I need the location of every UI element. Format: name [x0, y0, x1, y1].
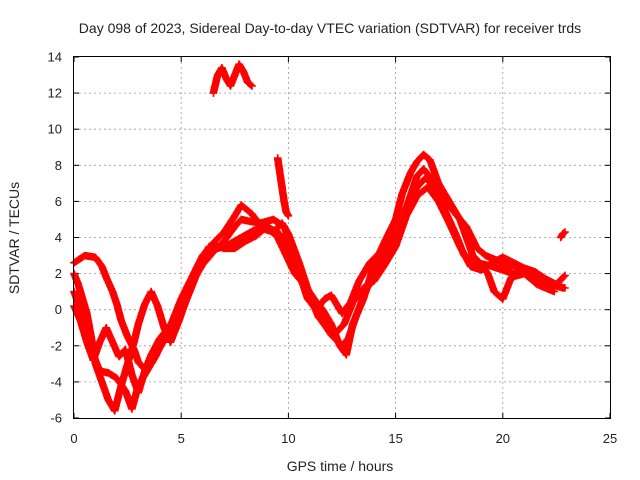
y-tick-label: 8 [55, 158, 62, 173]
x-tick-label: 20 [496, 431, 510, 446]
y-tick-label: 10 [48, 122, 62, 137]
y-tick-label: 2 [55, 266, 62, 281]
data-series-trace-7 [556, 228, 569, 242]
y-tick-label: 4 [55, 230, 62, 245]
x-tick-label: 10 [281, 431, 295, 446]
x-axis-label: GPS time / hours [287, 458, 394, 474]
x-tick-label: 15 [388, 431, 402, 446]
y-tick-label: 14 [48, 50, 62, 65]
y-tick-label: -6 [50, 411, 62, 426]
y-tick-label: 6 [55, 194, 62, 209]
y-tick-label: -2 [50, 338, 62, 353]
data-series-trace-6 [273, 154, 293, 220]
y-axis-label: SDTVAR / TECUs [6, 182, 22, 294]
x-tick-label: 25 [603, 431, 617, 446]
x-tick-label: 5 [178, 431, 185, 446]
chart-title: Day 098 of 2023, Sidereal Day-to-day VTE… [79, 20, 581, 36]
y-tick-label: -4 [50, 374, 62, 389]
plot-frame [73, 56, 611, 419]
x-tick-label: 0 [70, 431, 77, 446]
y-tick-label: 12 [48, 86, 62, 101]
data-series-trace-5 [209, 60, 256, 97]
y-tick-label: 0 [55, 302, 62, 317]
